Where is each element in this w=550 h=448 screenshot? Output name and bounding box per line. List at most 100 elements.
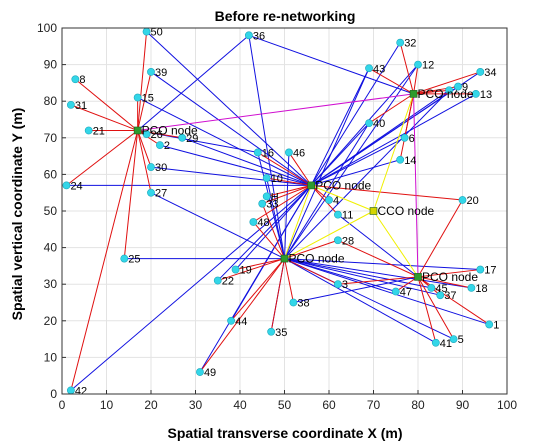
x-tick-label: 20 <box>144 398 158 412</box>
node-label: 50 <box>151 27 163 39</box>
node-label: 10 <box>271 173 283 185</box>
blue-link-line <box>137 34 250 131</box>
y-tick-label: 10 <box>44 350 58 364</box>
blue-link-line <box>284 152 290 259</box>
node-label: 34 <box>484 67 496 79</box>
node-label: 41 <box>440 338 452 350</box>
node-point <box>142 130 151 139</box>
node-label: 18 <box>475 283 487 295</box>
node-point <box>445 86 454 95</box>
node-point <box>391 287 400 296</box>
node-point <box>71 75 80 84</box>
node-point <box>67 386 75 395</box>
red-link-line <box>399 42 415 95</box>
node-point <box>471 89 480 98</box>
node-point <box>133 93 142 102</box>
node-point <box>396 38 405 47</box>
blue-link-line <box>284 64 419 259</box>
node-point <box>365 119 373 128</box>
red-link-line <box>253 184 312 223</box>
node-point <box>231 265 240 274</box>
ticks: 0 10 20 30 40 50 60 70 80 90 100 0 10 20 30 40 50 60 70 80 9… <box>37 21 517 412</box>
node-label: H <box>271 191 279 203</box>
node-point <box>333 236 342 245</box>
node-label: 27 <box>155 188 167 200</box>
red-link-line <box>261 203 285 259</box>
red-link-line <box>417 199 463 278</box>
cco-center-marker <box>369 207 378 215</box>
x-tick-label: 40 <box>233 398 247 412</box>
node-label: 14 <box>404 155 416 167</box>
node-point <box>333 280 342 289</box>
node-point <box>485 320 494 329</box>
blue-link-line <box>284 258 472 289</box>
node-label: 25 <box>128 254 140 266</box>
node-point <box>325 196 333 204</box>
red-link-line <box>284 239 339 260</box>
node-label: 44 <box>235 316 247 328</box>
node-point <box>400 133 409 142</box>
node-point <box>333 210 342 219</box>
blue-link-line <box>181 137 312 186</box>
blue-link-line <box>284 122 370 259</box>
pco-center-marker <box>280 254 289 263</box>
node-label: 15 <box>142 93 154 105</box>
node-label: 9 <box>462 82 468 94</box>
node-label: 28 <box>342 235 354 247</box>
pco-center-label: PCO node <box>418 87 474 101</box>
pco-center-marker <box>409 90 418 98</box>
pco-center-marker <box>414 273 422 281</box>
blue-link-line <box>146 31 312 186</box>
x-tick-label: 0 <box>59 398 66 412</box>
node-label: 33 <box>266 199 278 211</box>
node-label: 22 <box>222 276 234 288</box>
node-label: 36 <box>253 30 265 42</box>
red-link-line <box>70 130 139 391</box>
cco-center-label: CCO node <box>378 204 435 218</box>
red-link-line <box>137 130 152 193</box>
blue-link-line <box>284 258 481 271</box>
red-link-line <box>284 258 294 303</box>
red-link-line <box>368 93 414 124</box>
blue-link-line <box>284 258 441 296</box>
blue-link-line <box>310 93 477 186</box>
y-tick-label: 0 <box>50 387 57 401</box>
y-tick-label: 70 <box>44 131 58 145</box>
blue-link-line <box>310 122 370 186</box>
node-label: 11 <box>342 210 353 222</box>
node-label: 7 <box>453 85 459 97</box>
node-label: 42 <box>75 385 87 397</box>
y-tick-label: 50 <box>44 204 58 218</box>
node-label: 2 <box>164 140 170 152</box>
node-label: 38 <box>297 298 309 310</box>
node-label: 12 <box>422 60 434 72</box>
red-link-line <box>417 276 472 289</box>
node-point <box>142 27 151 36</box>
red-link-line <box>368 67 414 95</box>
node-point <box>67 100 75 109</box>
x-tick-label: 30 <box>189 398 203 412</box>
blue-link-line <box>199 185 312 373</box>
node-label: 20 <box>467 195 479 207</box>
blue-link-line <box>150 71 312 186</box>
red-link-line <box>230 258 285 322</box>
node-point <box>449 335 458 343</box>
node-point <box>147 163 155 171</box>
node-label: 46 <box>293 147 305 159</box>
yellow-link-line <box>311 184 374 212</box>
red-link-line <box>137 130 152 168</box>
x-tick-label: 10 <box>100 398 114 412</box>
node-label: 6 <box>409 133 415 145</box>
node-point <box>213 276 222 285</box>
x-tick-label: 100 <box>497 398 517 412</box>
red-link-line <box>337 276 419 285</box>
pco-center-label: PCO node <box>315 178 371 192</box>
red-link-line <box>399 93 415 160</box>
node-label: 4 <box>333 195 339 207</box>
blue-link-line <box>150 166 312 186</box>
node-label: 35 <box>275 327 287 339</box>
node-point <box>414 60 422 69</box>
x-axis-title: Spatial transverse coordinate X (m) <box>168 425 403 441</box>
red-link-line <box>75 78 138 131</box>
node-point <box>258 199 267 208</box>
